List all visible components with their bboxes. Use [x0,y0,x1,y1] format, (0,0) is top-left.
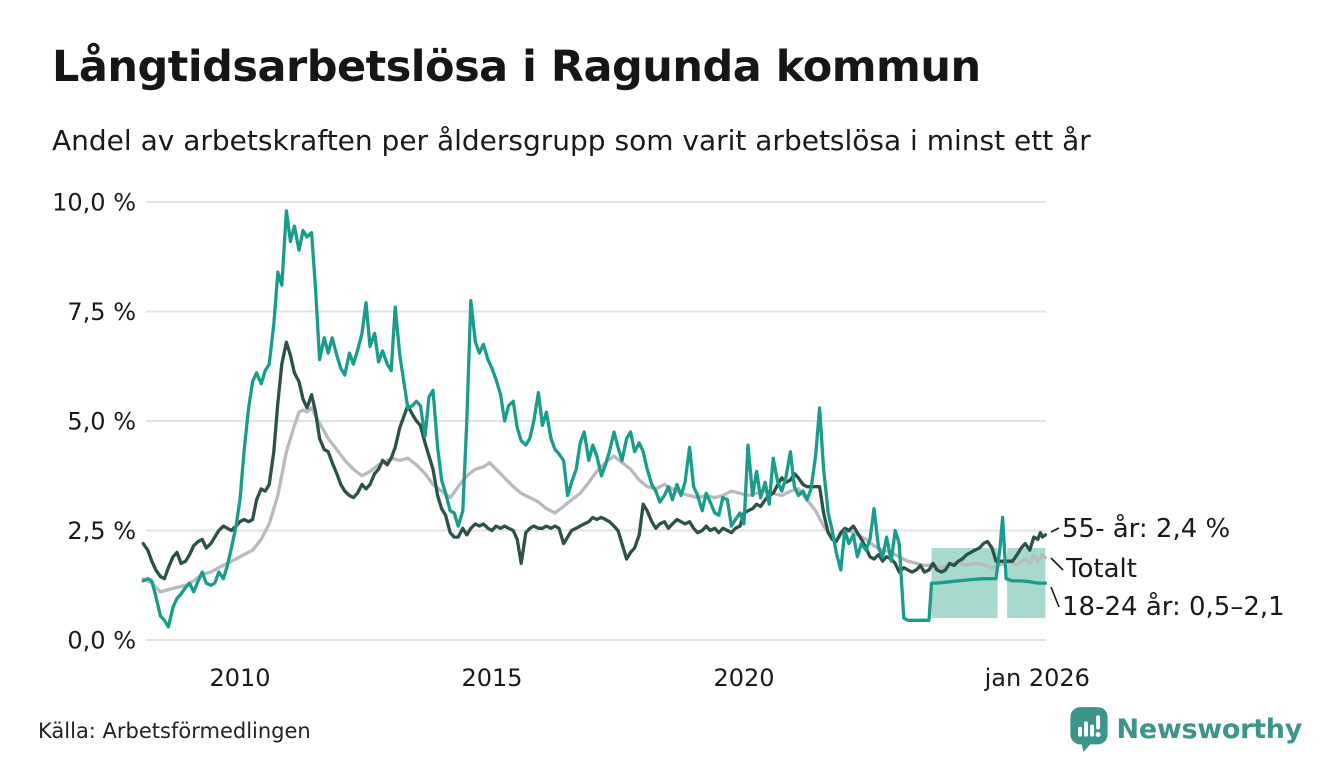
y-axis-tick-label: 7,5 % [67,298,136,326]
x-axis-tick-label: 2010 [209,664,270,692]
newsworthy-brand: Newsworthy [1069,706,1302,752]
page-title: Långtidsarbetslösa i Ragunda kommun [52,42,981,92]
annotation-connector [1050,557,1064,571]
source-note: Källa: Arbetsförmedlingen [38,719,311,743]
annotation-label: 18-24 år: 0,5–2,1 [1062,591,1285,622]
x-axis-tick-label: 2020 [713,664,774,692]
x-axis-tick-label: jan 2026 [984,664,1090,692]
annotation-connector [1050,586,1060,608]
annotation-connector [1050,527,1060,533]
y-axis-tick-label: 0,0 % [67,627,136,655]
series-line-55-ar [141,340,1048,581]
x-axis-tick-label: 2015 [461,664,522,692]
brand-wordmark: Newsworthy [1116,713,1303,745]
newsworthy-logo-icon [1069,707,1108,752]
series-line-totalt [141,406,1048,594]
series-line-18-24-ar [141,209,1048,629]
chart-subtitle: Andel av arbetskraften per åldersgrupp s… [52,124,1091,157]
annotation-label: 55- år: 2,4 % [1062,513,1230,544]
annotation-label: Totalt [1065,554,1137,584]
y-axis-tick-label: 5,0 % [67,408,136,436]
y-axis-tick-label: 2,5 % [67,517,136,545]
y-axis-tick-label: 10,0 % [52,189,136,217]
